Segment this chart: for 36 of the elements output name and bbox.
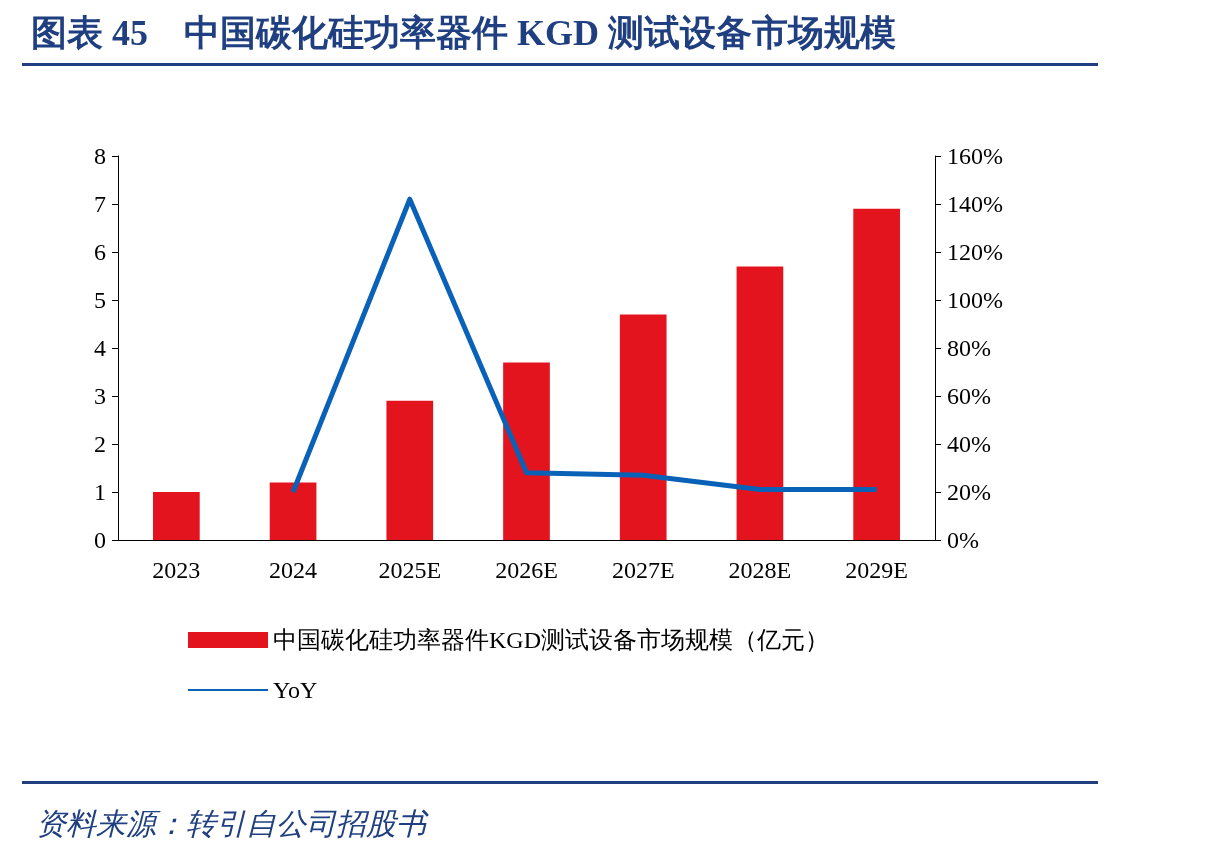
bar	[619, 314, 667, 540]
y-tick-label: 6	[94, 239, 106, 265]
x-tick-label: 2029E	[845, 557, 908, 583]
bar	[736, 266, 784, 540]
bar	[153, 492, 200, 540]
y2-tick-label: 40%	[947, 431, 991, 457]
x-tick-label: 2025E	[378, 557, 442, 583]
x-tick-label: 2024	[269, 557, 318, 583]
y2-tick-label: 20%	[947, 479, 991, 505]
y-tick-label: 7	[94, 191, 106, 217]
y2-tick-label: 120%	[947, 239, 1003, 265]
y2-tick-label: 100%	[947, 287, 1003, 313]
y-tick-label: 3	[94, 383, 106, 409]
y-tick-label: 4	[94, 335, 106, 361]
y-tick-label: 1	[94, 479, 106, 505]
bar	[503, 362, 550, 540]
x-tick-label: 2027E	[611, 557, 675, 583]
x-tick-label: 2023	[152, 557, 201, 583]
bar	[269, 482, 317, 540]
y2-tick-label: 80%	[947, 335, 991, 361]
bar	[853, 208, 900, 540]
y2-tick-label: 60%	[947, 383, 991, 409]
y2-tick-label: 0%	[947, 527, 979, 553]
legend-label: 中国碳化硅功率器件KGD测试设备市场规模（亿元）	[273, 627, 829, 653]
x-tick-label: 2026E	[495, 557, 558, 583]
text: 资料来源：转引自公司招股书	[36, 806, 429, 840]
y-tick-label: 2	[94, 431, 106, 457]
y2-tick-label: 160%	[947, 143, 1003, 169]
y-tick-label: 8	[94, 143, 106, 169]
legend-label: YoY	[273, 677, 318, 703]
bar	[386, 400, 434, 540]
chart-title: 图表 45 中国碳化硅功率器件 KGD 测试设备市场规模	[31, 13, 897, 53]
y2-tick-label: 140%	[947, 191, 1003, 217]
y-tick-label: 0	[94, 527, 106, 553]
x-tick-label: 2028E	[728, 557, 792, 583]
y-tick-label: 5	[94, 287, 106, 313]
